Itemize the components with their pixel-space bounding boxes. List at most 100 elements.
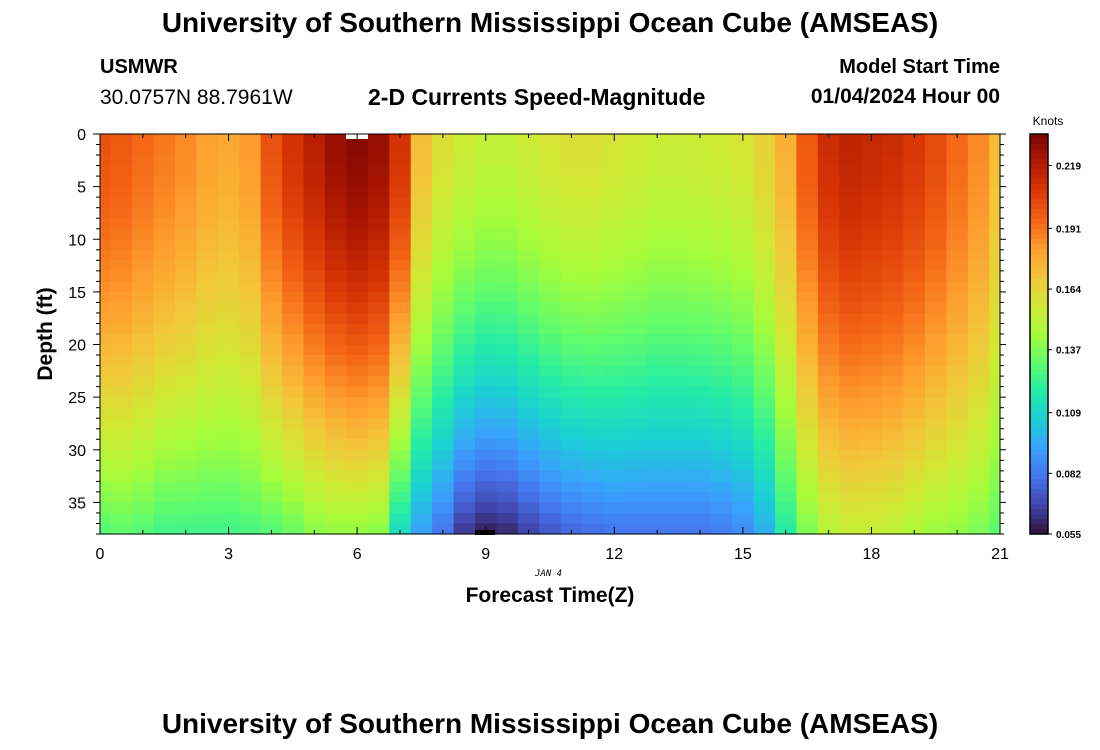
heatmap-cell bbox=[346, 407, 369, 419]
heatmap-cell bbox=[753, 249, 776, 261]
heatmap-cell bbox=[582, 281, 605, 293]
heatmap-cell bbox=[903, 302, 926, 314]
heatmap-cell bbox=[646, 365, 669, 377]
heatmap-cell bbox=[796, 270, 819, 282]
heatmap-cell bbox=[303, 155, 326, 167]
heatmap-cell bbox=[882, 270, 905, 282]
heatmap-cell bbox=[367, 228, 390, 240]
heatmap-cell bbox=[946, 470, 969, 482]
heatmap-cell bbox=[153, 365, 176, 377]
heatmap-cell bbox=[153, 239, 176, 251]
heatmap-cell bbox=[860, 281, 883, 293]
heatmap-cell bbox=[303, 365, 326, 377]
heatmap-cell bbox=[367, 523, 390, 535]
heatmap-cell bbox=[796, 397, 819, 409]
heatmap-cell bbox=[646, 512, 669, 525]
heatmap-cell bbox=[367, 197, 390, 209]
heatmap-cell bbox=[946, 460, 969, 472]
heatmap-cell bbox=[882, 312, 905, 325]
heatmap-cell bbox=[967, 449, 990, 461]
heatmap-cell bbox=[432, 460, 455, 472]
heatmap-cell bbox=[175, 134, 198, 146]
heatmap-cell bbox=[753, 523, 776, 535]
heatmap-cell bbox=[389, 218, 412, 230]
heatmap-cell bbox=[539, 239, 562, 251]
heatmap-cell bbox=[753, 134, 776, 146]
heatmap-cell bbox=[325, 491, 348, 504]
heatmap-cell bbox=[303, 134, 326, 146]
heatmap-cell bbox=[132, 302, 155, 314]
heatmap-cell bbox=[175, 165, 198, 177]
heatmap-cell bbox=[153, 334, 176, 346]
heatmap-cell bbox=[196, 397, 219, 409]
heatmap-cell bbox=[710, 228, 733, 240]
heatmap-cell bbox=[496, 155, 519, 167]
heatmap-cell bbox=[196, 165, 219, 177]
heatmap-cell bbox=[175, 302, 198, 314]
heatmap-cell bbox=[989, 302, 1001, 314]
heatmap-cell bbox=[217, 144, 240, 156]
heatmap-cell bbox=[410, 144, 433, 156]
heatmap-cell bbox=[560, 134, 583, 146]
heatmap-cell bbox=[946, 165, 969, 177]
x-axis-label: Forecast Time(Z) bbox=[465, 584, 635, 607]
heatmap-cell bbox=[925, 344, 948, 356]
heatmap-cell bbox=[239, 197, 262, 209]
heatmap-cell bbox=[410, 407, 433, 419]
heatmap-cell bbox=[839, 312, 862, 325]
heatmap-cell bbox=[603, 428, 626, 440]
heatmap-cell bbox=[282, 523, 305, 535]
heatmap-cell bbox=[625, 449, 648, 461]
heatmap-cell bbox=[389, 355, 412, 367]
heatmap-cell bbox=[196, 281, 219, 293]
heatmap-cell bbox=[946, 302, 969, 314]
heatmap-cell bbox=[989, 291, 1001, 304]
heatmap-cell bbox=[367, 144, 390, 156]
x-tick-label: 18 bbox=[863, 546, 881, 563]
heatmap-cell bbox=[732, 312, 755, 325]
heatmap-cell bbox=[903, 355, 926, 367]
heatmap-cell bbox=[346, 260, 369, 272]
heatmap-cell bbox=[282, 418, 305, 430]
heatmap-cell bbox=[432, 386, 455, 398]
heatmap-cell bbox=[110, 334, 133, 346]
heatmap-cell bbox=[175, 323, 198, 335]
heatmap-cell bbox=[860, 176, 883, 188]
heatmap-cell bbox=[132, 207, 155, 219]
heatmap-cell bbox=[175, 397, 198, 409]
heatmap-cell bbox=[367, 365, 390, 377]
heatmap-cell bbox=[110, 502, 133, 514]
heatmap-cell bbox=[689, 134, 712, 146]
heatmap-cell bbox=[389, 260, 412, 272]
colorbar-segment bbox=[1030, 474, 1048, 480]
heatmap-cell bbox=[667, 291, 690, 304]
heatmap-cell bbox=[100, 249, 112, 261]
heatmap-cell bbox=[925, 512, 948, 525]
heatmap-cell bbox=[303, 460, 326, 472]
heatmap-cell bbox=[882, 302, 905, 314]
heatmap-cell bbox=[560, 260, 583, 272]
heatmap-cell bbox=[732, 207, 755, 219]
heatmap-cell bbox=[625, 197, 648, 209]
heatmap-cell bbox=[560, 481, 583, 493]
heatmap-cell bbox=[325, 407, 348, 419]
heatmap-cell bbox=[367, 176, 390, 188]
heatmap-cell bbox=[175, 334, 198, 346]
heatmap-cell bbox=[925, 407, 948, 419]
heatmap-cell bbox=[582, 249, 605, 261]
heatmap-cell bbox=[732, 260, 755, 272]
heatmap-cell bbox=[582, 418, 605, 430]
heatmap-cell bbox=[110, 344, 133, 356]
heatmap-cell bbox=[432, 260, 455, 272]
heatmap-cell bbox=[475, 439, 498, 451]
colorbar-segment bbox=[1030, 179, 1048, 185]
heatmap-cell bbox=[110, 355, 133, 367]
heatmap-cell bbox=[153, 228, 176, 240]
heatmap-cell bbox=[582, 165, 605, 177]
heatmap-cell bbox=[260, 218, 283, 230]
heatmap-cell bbox=[860, 418, 883, 430]
heatmap-cell bbox=[303, 397, 326, 409]
heatmap-cell bbox=[239, 418, 262, 430]
heatmap-cell bbox=[410, 502, 433, 514]
heatmap-cell bbox=[110, 291, 133, 304]
